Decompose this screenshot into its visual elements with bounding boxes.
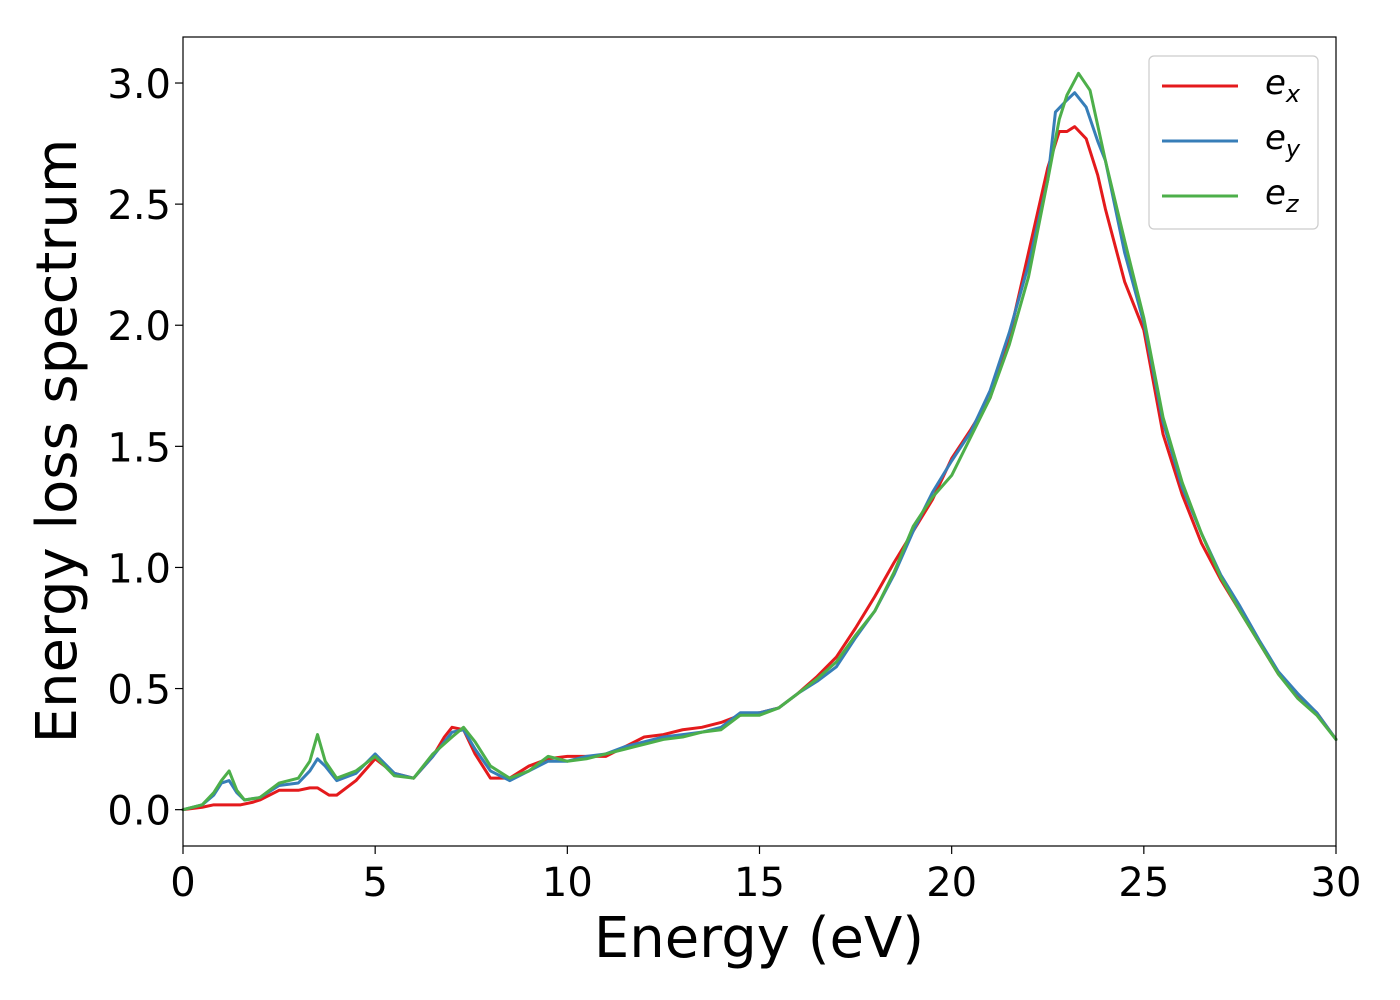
y-tick-label: 2.5 <box>107 183 171 229</box>
series-line-e-z <box>181 71 1338 812</box>
y-tick-label: 3.0 <box>107 62 171 108</box>
x-tick-label: 15 <box>734 860 785 906</box>
y-tick-label: 1.0 <box>107 546 171 592</box>
series-layer <box>181 71 1338 812</box>
x-tick-label: 0 <box>170 860 195 906</box>
x-tick-label: 30 <box>1311 860 1362 906</box>
x-axis-title: Energy (eV) <box>594 906 924 971</box>
legend-label-base: e <box>1265 173 1286 213</box>
legend-label-subscript: z <box>1285 190 1300 218</box>
y-tick-label: 0.5 <box>107 668 171 714</box>
legend-label-base: e <box>1265 118 1286 158</box>
legend-label-z: ez <box>1265 173 1300 218</box>
x-axis-ticks: 0 5 10 15 20 25 30 <box>170 846 1361 906</box>
y-axis-title: Energy loss spectrum <box>25 139 90 744</box>
legend-label-x: ex <box>1265 63 1301 108</box>
x-tick-label: 20 <box>926 860 977 906</box>
x-tick-label: 10 <box>542 860 593 906</box>
x-tick-label: 5 <box>362 860 387 906</box>
legend-label-subscript: y <box>1285 135 1301 163</box>
y-tick-label: 0.0 <box>107 789 171 835</box>
series-line-e-x <box>181 125 1338 812</box>
legend-label-base: e <box>1265 63 1286 103</box>
y-axis-ticks: 0.0 0.5 1.0 1.5 2.0 2.5 3.0 <box>107 62 183 835</box>
y-tick-label: 1.5 <box>107 425 171 471</box>
legend-label-y: ey <box>1265 118 1301 163</box>
x-tick-label: 25 <box>1118 860 1169 906</box>
y-tick-label: 2.0 <box>107 304 171 350</box>
legend-label-subscript: x <box>1285 80 1301 108</box>
